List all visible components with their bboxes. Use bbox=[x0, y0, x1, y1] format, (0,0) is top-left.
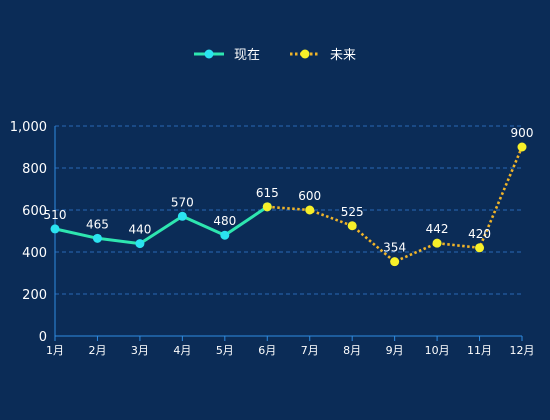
data-point[interactable] bbox=[517, 142, 527, 152]
data-points bbox=[50, 142, 527, 267]
data-label: 420 bbox=[468, 227, 491, 241]
data-label: 354 bbox=[383, 241, 406, 255]
data-label: 510 bbox=[44, 208, 67, 222]
data-label: 465 bbox=[86, 217, 109, 231]
data-label: 570 bbox=[171, 195, 194, 209]
legend-marker bbox=[204, 49, 214, 59]
legend-label: 未来 bbox=[330, 48, 356, 63]
data-label: 900 bbox=[511, 126, 534, 140]
x-tick-label: 8月 bbox=[343, 344, 361, 357]
data-point[interactable] bbox=[475, 243, 485, 253]
x-tick-label: 5月 bbox=[216, 344, 234, 357]
x-tick-label: 12月 bbox=[510, 344, 535, 357]
data-label: 615 bbox=[256, 186, 279, 200]
data-label: 440 bbox=[128, 223, 151, 237]
data-point[interactable] bbox=[92, 233, 102, 243]
y-tick-label: 400 bbox=[22, 246, 47, 261]
x-tick-label: 9月 bbox=[386, 344, 404, 357]
series-lines bbox=[54, 146, 524, 263]
y-tick-label: 0 bbox=[39, 330, 47, 345]
x-tick-label: 11月 bbox=[467, 344, 492, 357]
y-tick-label: 800 bbox=[22, 162, 47, 177]
data-point[interactable] bbox=[135, 239, 145, 249]
x-tick-label: 3月 bbox=[131, 344, 149, 357]
data-point[interactable] bbox=[347, 221, 357, 231]
data-point[interactable] bbox=[305, 205, 315, 215]
grid-lines bbox=[55, 125, 522, 295]
data-labels: 510 465 440 570 480 615 600 525 354 442 420 900 bbox=[44, 126, 534, 255]
data-point[interactable] bbox=[432, 238, 442, 248]
data-point[interactable] bbox=[262, 202, 272, 212]
y-tick-label: 1,000 bbox=[10, 120, 47, 135]
y-axis-ticks: 0 200 400 600 800 1,000 bbox=[10, 120, 47, 345]
x-tick-label: 6月 bbox=[258, 344, 276, 357]
data-point[interactable] bbox=[390, 257, 400, 267]
legend-label: 现在 bbox=[234, 48, 260, 63]
data-label: 525 bbox=[341, 205, 364, 219]
x-tick-label: 2月 bbox=[88, 344, 106, 357]
x-tick-label: 10月 bbox=[425, 344, 450, 357]
legend-item-1[interactable]: 现在 bbox=[194, 48, 260, 63]
y-tick-label: 600 bbox=[22, 204, 47, 219]
data-label: 600 bbox=[298, 189, 321, 203]
x-axis-ticks: 1月 2月 3月 4月 5月 6月 7月 8月 9月 10月 11月 12月 bbox=[46, 336, 535, 357]
y-tick-label: 200 bbox=[22, 288, 47, 303]
data-point[interactable] bbox=[50, 224, 60, 234]
x-tick-label: 1月 bbox=[46, 344, 64, 357]
data-label: 480 bbox=[213, 214, 236, 228]
x-tick-label: 7月 bbox=[301, 344, 319, 357]
series-line-1 bbox=[54, 205, 269, 246]
legend[interactable]: 现在 未来 bbox=[194, 48, 356, 63]
data-label: 442 bbox=[426, 222, 449, 236]
legend-item-2[interactable]: 未来 bbox=[290, 48, 356, 63]
data-point[interactable] bbox=[177, 211, 187, 221]
axes bbox=[54, 126, 522, 337]
x-tick-label: 4月 bbox=[173, 344, 191, 357]
legend-marker bbox=[300, 49, 310, 59]
data-point[interactable] bbox=[220, 230, 230, 240]
